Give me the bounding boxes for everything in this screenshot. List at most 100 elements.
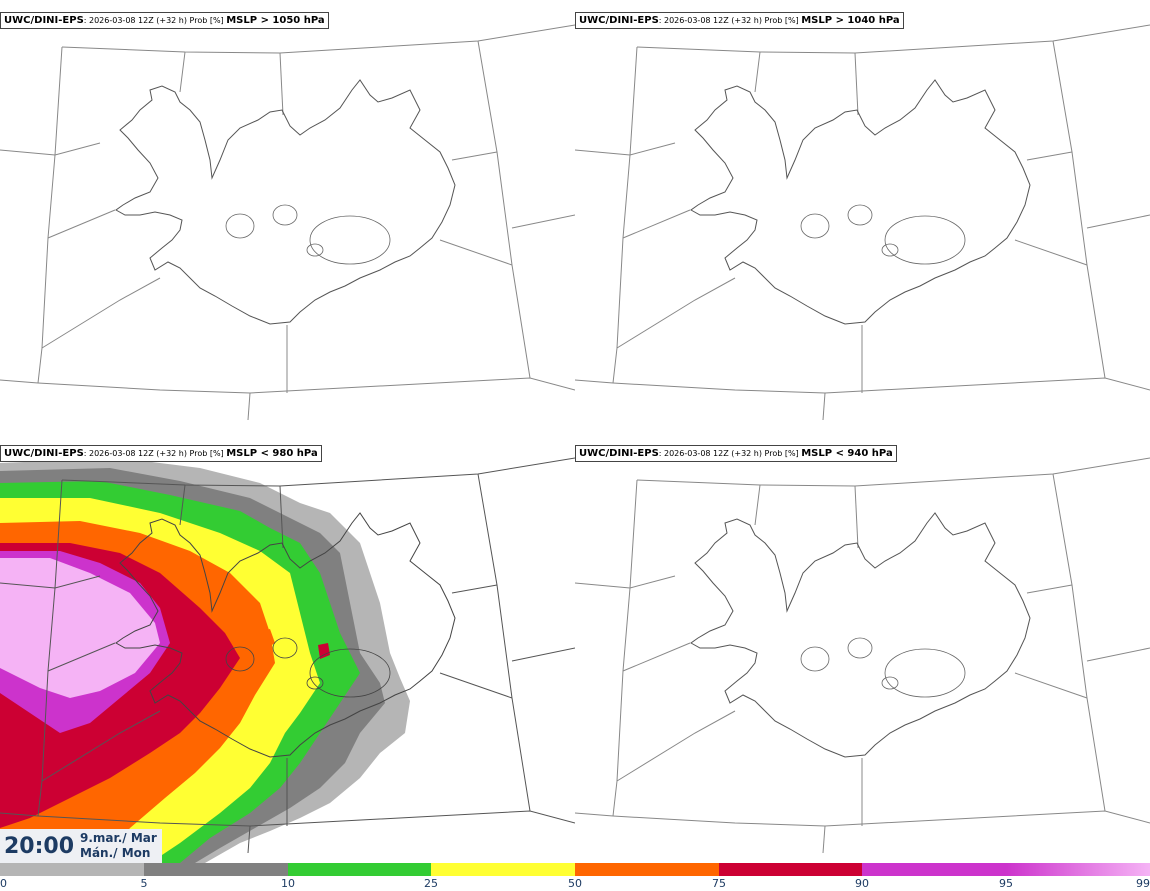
iceland-coastline	[115, 512, 456, 758]
glacier-outline	[306, 243, 324, 257]
glacier-outline	[225, 646, 255, 672]
region-boundary-line	[451, 151, 498, 161]
iceland-coastline	[690, 512, 1031, 758]
map-mslp-lt-980	[0, 457, 575, 863]
region-boundary-line	[179, 484, 186, 526]
region-boundary-line	[1026, 584, 1073, 594]
colorbar-segment	[862, 863, 1006, 876]
region-boundary-line	[0, 575, 101, 589]
panel-title: UWC/DINI-EPS: 2026-03-08 12Z (+32 h) Pro…	[575, 445, 897, 462]
glacier-outline	[881, 243, 899, 257]
region-boundary-line	[622, 642, 691, 672]
glacier-outline	[272, 204, 298, 226]
map-mslp-gt-1040	[575, 24, 1150, 421]
region-boundary-line	[854, 485, 859, 549]
colorbar-segment	[719, 863, 862, 876]
glacier-outline	[884, 648, 966, 698]
region-boundary-line	[37, 377, 575, 394]
glacier-outline	[847, 637, 873, 659]
region-boundary-line	[1052, 40, 1106, 379]
panel-title: UWC/DINI-EPS: 2026-03-08 12Z (+32 h) Pro…	[0, 445, 322, 462]
region-boundary-line	[0, 379, 39, 384]
region-boundary-line	[1026, 151, 1073, 161]
region-boundary-line	[247, 825, 251, 854]
valid-date-line1: 9.mar./ Mar	[80, 831, 157, 845]
region-boundary-line	[47, 209, 116, 239]
region-boundary-line	[822, 825, 826, 854]
region-boundary-line	[575, 379, 614, 384]
region-boundary-line	[612, 377, 1150, 394]
region-boundaries	[0, 457, 575, 854]
glacier-outline	[884, 215, 966, 265]
region-boundary-line	[41, 710, 161, 782]
colorbar-tick-label: 10	[281, 877, 295, 890]
region-boundary-line	[0, 812, 39, 817]
region-boundaries	[575, 24, 1150, 421]
region-boundary-line	[616, 710, 736, 782]
probability-contour-fill	[318, 643, 330, 659]
colorbar-tick-label: 95	[999, 877, 1013, 890]
glacier-outline	[272, 637, 298, 659]
colorbar-segment	[431, 863, 575, 876]
region-boundary-line	[1086, 647, 1150, 662]
colorbar-tick-label: 25	[424, 877, 438, 890]
probability-contour-fill	[254, 629, 275, 651]
region-boundary-line	[854, 52, 859, 116]
map-panel-mslp-gt-1050: UWC/DINI-EPS: 2026-03-08 12Z (+32 h) Pro…	[0, 0, 575, 430]
iceland-coastline	[115, 79, 456, 325]
probability-fill-layers	[0, 458, 410, 863]
colorbar-tick-label: 99	[1136, 877, 1150, 890]
region-boundary-line	[616, 277, 736, 349]
region-boundary-line	[622, 209, 691, 239]
valid-time-clock: 20:00	[4, 834, 75, 859]
region-boundary-line	[477, 473, 531, 812]
region-boundary-line	[61, 24, 575, 54]
panel-title: UWC/DINI-EPS: 2026-03-08 12Z (+32 h) Pro…	[575, 12, 904, 29]
colorbar-segment	[1006, 863, 1150, 876]
valid-time-box: 20:00 9.mar./ Mar Mán./ Mon	[0, 829, 162, 863]
colorbar-segment	[288, 863, 431, 876]
region-boundary-line	[636, 24, 1150, 54]
map-mslp-gt-1050	[0, 24, 575, 421]
glacier-outline	[225, 213, 255, 239]
panel-title: UWC/DINI-EPS: 2026-03-08 12Z (+32 h) Pro…	[0, 12, 329, 29]
region-boundary-line	[1086, 214, 1150, 229]
map-mslp-lt-940	[575, 457, 1150, 854]
region-boundaries	[0, 24, 575, 421]
region-boundary-line	[1014, 239, 1088, 266]
region-boundary-line	[636, 457, 1150, 487]
region-boundary-line	[575, 575, 676, 589]
region-boundary-line	[247, 392, 251, 421]
region-boundary-line	[0, 142, 101, 156]
glacier-outline	[847, 204, 873, 226]
glacier-outline	[800, 646, 830, 672]
region-boundary-line	[754, 484, 761, 526]
colorbar-segment	[144, 863, 288, 876]
colorbar-tick-label: 0	[0, 877, 7, 890]
probability-colorbar: 0 5 10 25 50 75 90 95 99	[0, 863, 1150, 891]
region-boundary-line	[575, 812, 614, 817]
map-panel-mslp-gt-1040: UWC/DINI-EPS: 2026-03-08 12Z (+32 h) Pro…	[575, 0, 1150, 430]
region-boundary-line	[477, 40, 531, 379]
colorbar-segment	[575, 863, 719, 876]
colorbar-tick-label: 75	[712, 877, 726, 890]
region-boundary-line	[41, 277, 161, 349]
glacier-outline	[309, 648, 391, 698]
valid-date-line2: Mán./ Mon	[80, 846, 151, 860]
iceland-coastline	[690, 79, 1031, 325]
region-boundary-line	[511, 214, 575, 229]
region-boundary-line	[179, 51, 186, 93]
region-boundary-line	[612, 479, 638, 817]
probability-contour-fill	[0, 558, 160, 698]
region-boundary-line	[279, 52, 284, 116]
glacier-outline	[309, 215, 391, 265]
region-boundary-line	[612, 46, 638, 384]
region-boundary-line	[754, 51, 761, 93]
region-boundary-line	[612, 810, 1150, 827]
colorbar-segment	[0, 863, 144, 876]
region-boundaries	[575, 457, 1150, 854]
glacier-outline	[800, 213, 830, 239]
glacier-outline	[881, 676, 899, 690]
region-boundary-line	[1052, 473, 1106, 812]
region-boundary-line	[451, 584, 498, 594]
